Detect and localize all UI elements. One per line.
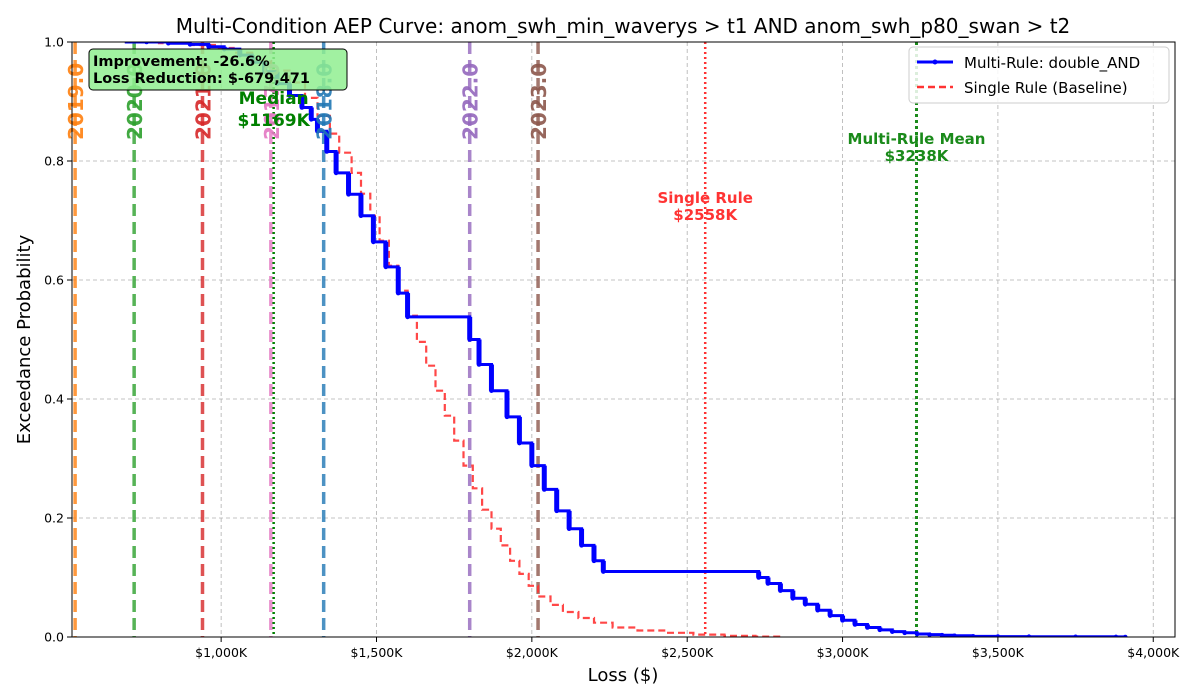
series-point-multi-rule (529, 463, 535, 468)
series-point-multi-rule (144, 42, 149, 45)
series-point-multi-rule (554, 508, 559, 514)
series-point-multi-rule (504, 414, 510, 420)
legend: Multi-Rule: double_AND Single Rule (Base… (908, 46, 1170, 104)
reference-lines (73, 42, 918, 637)
year-line-label: 2022.0 (459, 63, 483, 140)
reference-label-median: $1169K (237, 111, 310, 131)
x-tick-label: $4,000K (1127, 645, 1180, 660)
series-point-multi-rule (927, 632, 932, 637)
plot-frame (71, 41, 1176, 638)
series-point-multi-rule (970, 634, 976, 637)
series-point-multi-rule (591, 558, 597, 564)
series-point-multi-rule (778, 588, 783, 593)
x-tick-label: $1,000K (195, 645, 248, 660)
series-point-multi-rule (952, 633, 957, 637)
x-tick-label: $3,500K (972, 645, 1025, 660)
series-point-multi-rule (1122, 634, 1128, 637)
series-point-multi-rule (889, 629, 895, 634)
series-point-multi-rule (333, 170, 339, 176)
series-point-multi-rule (840, 618, 845, 623)
axis-ticks: $1,000K $1,500K $2,000K $2,500K $3,000K $3,50… (44, 35, 1180, 661)
x-tick-label: $1,500K (351, 645, 404, 660)
series-point-multi-rule (395, 290, 401, 296)
series-point-multi-rule (765, 581, 771, 586)
series-point-multi-rule (995, 634, 1001, 637)
series-point-multi-rule (308, 117, 314, 122)
series-point-multi-rule (324, 149, 330, 154)
y-tick-label: 0.6 (44, 273, 64, 288)
x-tick-label: $2,500K (661, 645, 714, 660)
series-point-multi-rule (877, 627, 883, 633)
series-point-multi-rule (383, 264, 389, 270)
series-point-multi-rule (489, 388, 494, 393)
series-point-multi-rule (1113, 634, 1119, 637)
plot-background (72, 42, 1175, 637)
y-tick-label: 0.2 (44, 511, 64, 526)
annotation-background (88, 48, 348, 91)
series-point-multi-rule (790, 596, 796, 601)
annotation-line-improvement: Improvement: -26.6% (93, 54, 270, 70)
x-axis-label: Loss ($) (588, 665, 659, 686)
annotation-box: Improvement: -26.6% Loss Reduction: $-67… (88, 48, 348, 91)
reference-label-multi_rule_mean: $3238K (885, 147, 950, 165)
y-axis-label: Exceedance Probability (14, 234, 35, 444)
series-point-multi-rule (601, 569, 606, 574)
series-point-multi-rule (566, 526, 572, 532)
reference-label-single_rule_mean: Single Rule (657, 189, 752, 207)
chart-title: Multi-Condition AEP Curve: anom_swh_min_… (176, 14, 1071, 38)
y-tick-label: 0.8 (44, 154, 64, 169)
series-point-multi-rule (1073, 634, 1078, 637)
series-point-multi-rule (358, 213, 364, 219)
legend-marker-multi-rule (932, 59, 938, 65)
x-tick-label: $2,000K (506, 645, 559, 660)
series-point-multi-rule (299, 105, 305, 110)
reference-label-single_rule_mean: $2558K (673, 206, 738, 224)
reference-label-median: Median (239, 89, 309, 109)
series-point-multi-rule (371, 239, 376, 245)
series-point-multi-rule (939, 632, 945, 637)
series-point-multi-rule (579, 543, 584, 548)
series-point-multi-rule (206, 44, 212, 50)
year-line-label: 2019.0 (64, 63, 88, 140)
series-point-multi-rule (187, 42, 193, 47)
series-point-multi-rule (541, 487, 547, 492)
legend-label-multi-rule: Multi-Rule: double_AND (964, 54, 1140, 73)
x-tick-label: $3,000K (817, 645, 870, 660)
year-line-label: 2023.0 (527, 63, 551, 140)
series-point-multi-rule (166, 42, 171, 46)
reference-label-multi_rule_mean: Multi-Rule Mean (848, 130, 986, 148)
series-point-multi-rule (815, 607, 820, 613)
series-point-multi-rule (287, 93, 292, 98)
annotation-line-loss-reduction: Loss Reduction: $-679,471 (93, 71, 310, 87)
series-point-multi-rule (517, 440, 522, 446)
legend-frame (908, 46, 1170, 104)
series-point-multi-rule (346, 192, 351, 197)
series-point-multi-rule (756, 575, 761, 580)
series-point-multi-rule (315, 128, 320, 134)
series-point-multi-rule (852, 622, 858, 627)
series-point-multi-rule (405, 314, 410, 320)
series-point-multi-rule (914, 631, 920, 637)
y-tick-label: 1.0 (44, 35, 64, 50)
series-point-multi-rule (865, 625, 870, 630)
y-tick-label: 0.0 (44, 630, 64, 645)
legend-label-single-rule: Single Rule (Baseline) (964, 79, 1128, 97)
series-point-multi-rule (902, 630, 907, 636)
y-tick-label: 0.4 (44, 392, 64, 407)
series-point-multi-rule (1026, 634, 1032, 637)
series-point-multi-rule (802, 601, 808, 607)
series-point-multi-rule (476, 362, 482, 367)
series-point-multi-rule (827, 613, 833, 618)
series-point-multi-rule (467, 337, 473, 342)
